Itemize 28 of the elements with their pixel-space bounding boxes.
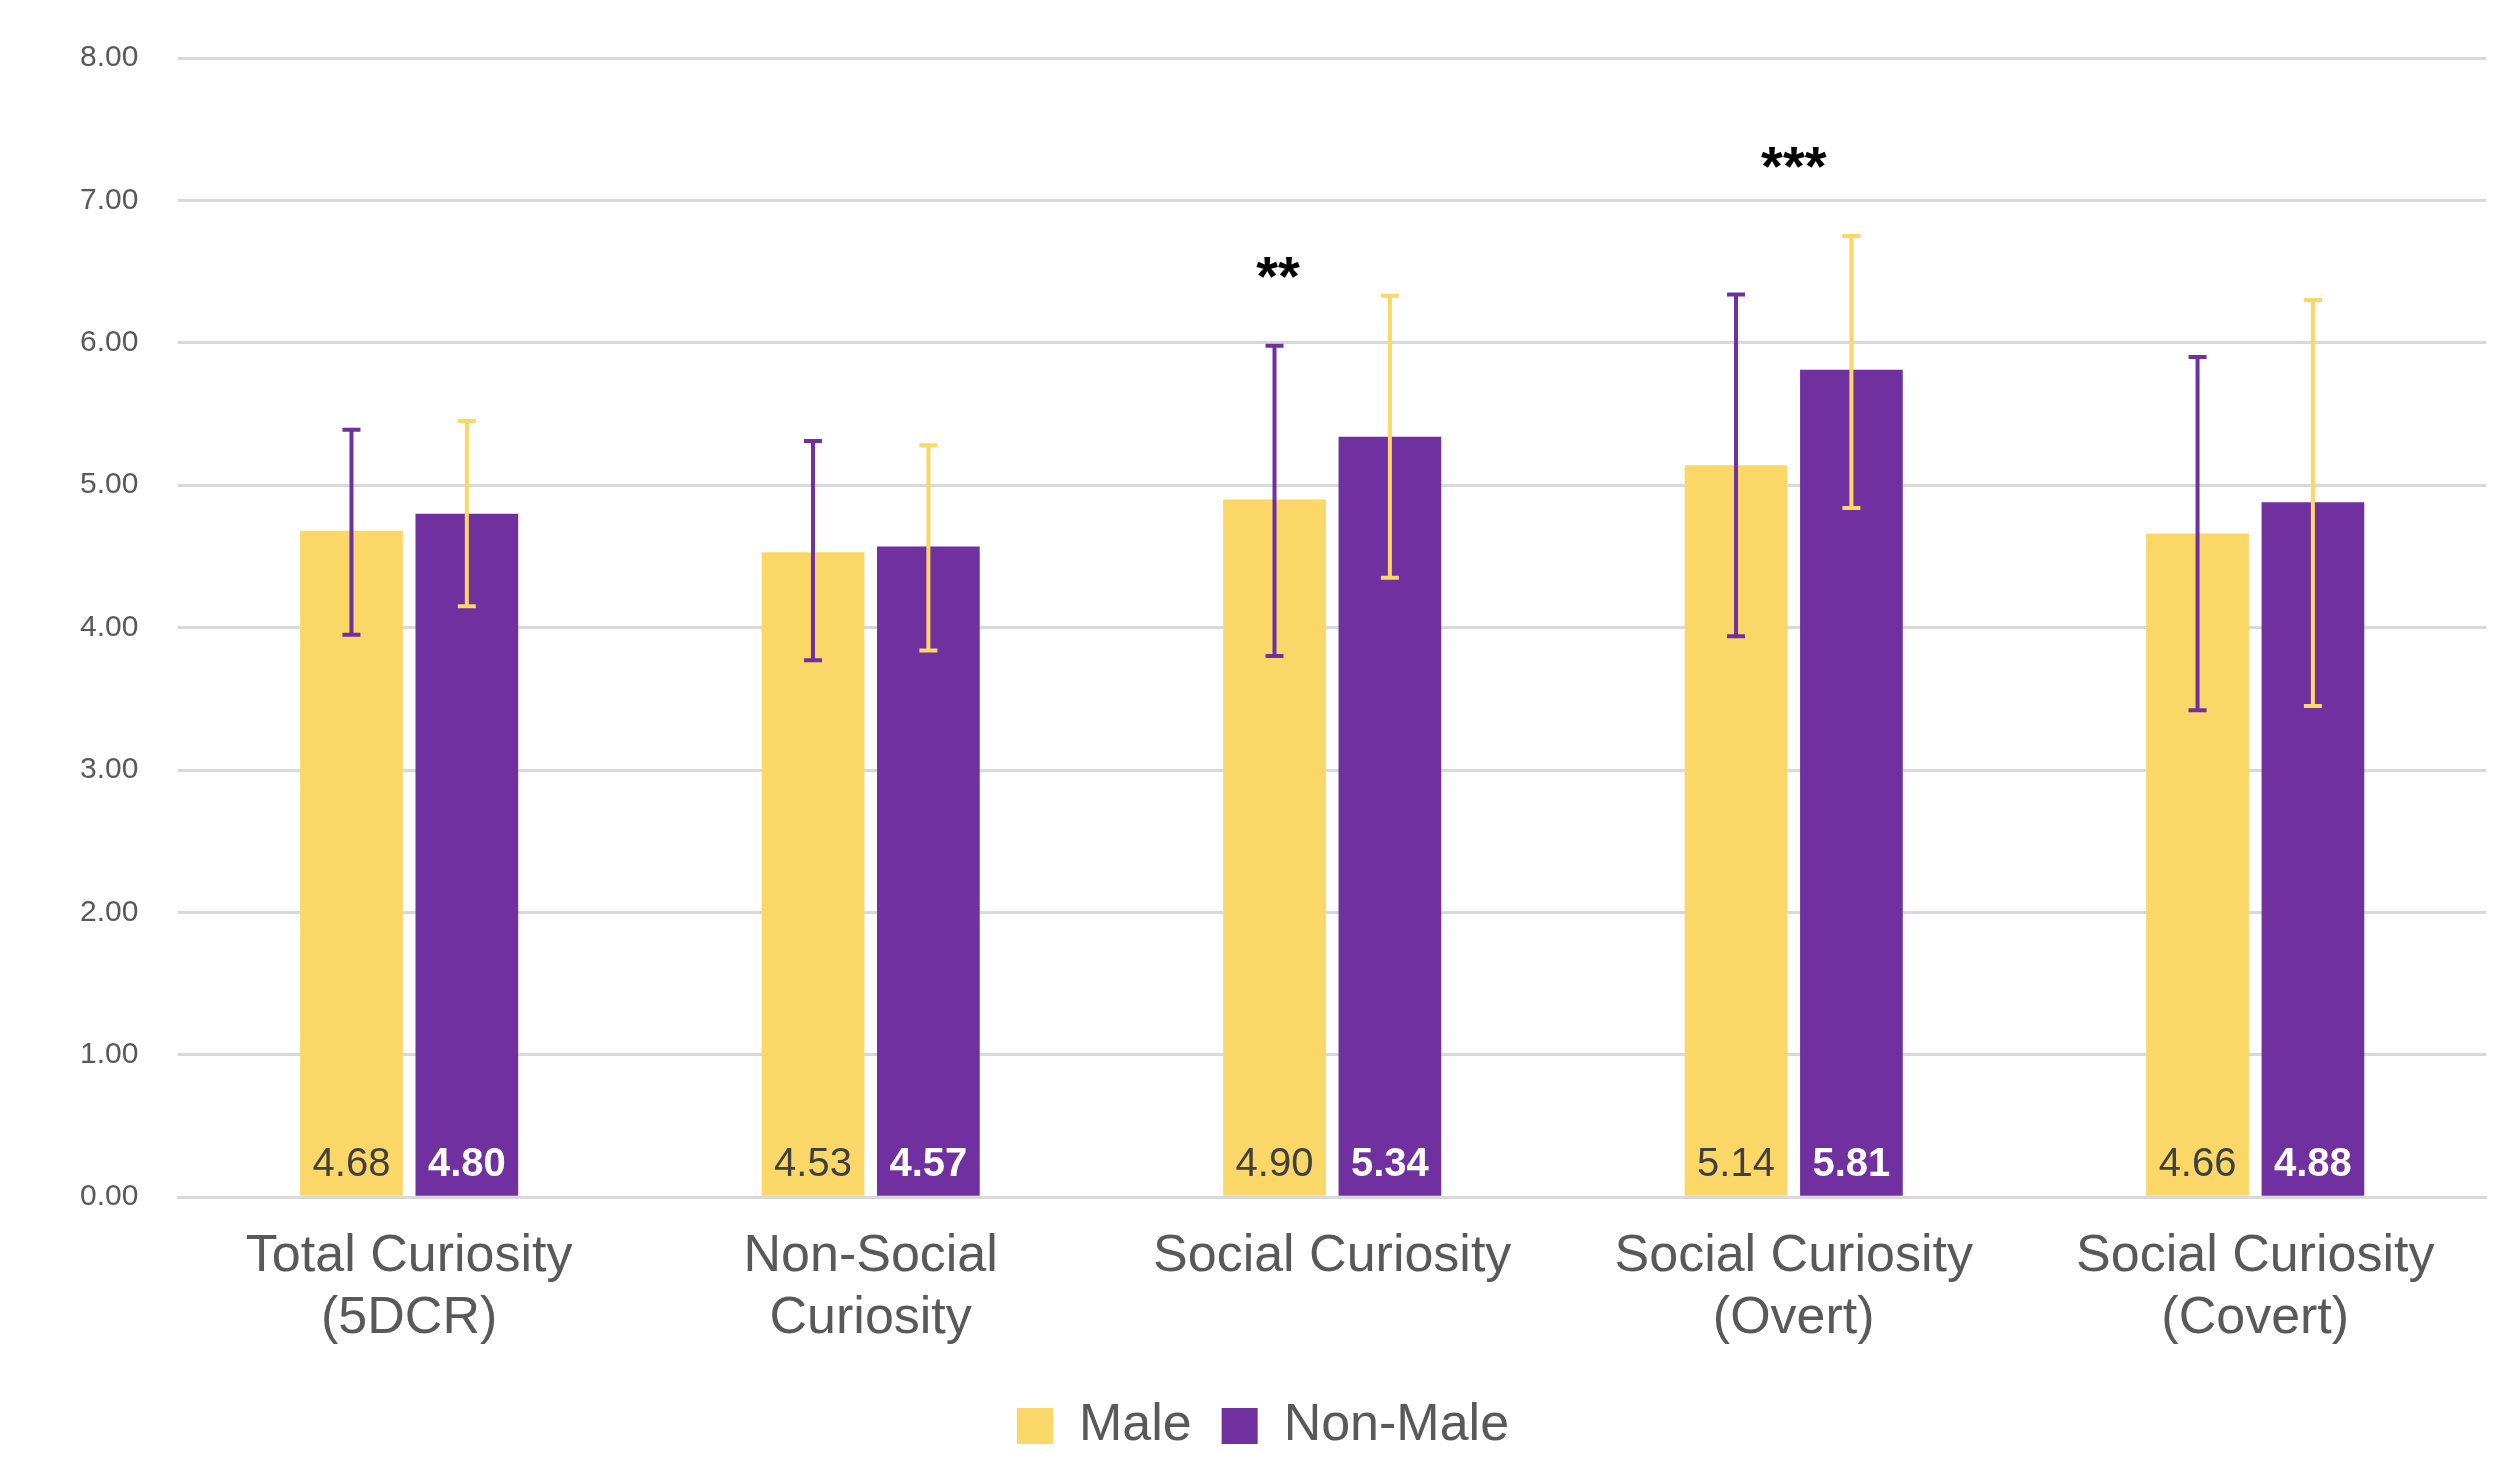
y-tick-label: 2.00 (80, 893, 139, 927)
data-label: 4.68 (312, 1140, 391, 1185)
data-label: 4.53 (774, 1140, 852, 1185)
annotation: *** (1761, 133, 1827, 197)
y-tick-label: 8.00 (80, 39, 139, 73)
x-tick-label: Non-Social Curiosity (743, 1223, 998, 1345)
y-tick-label: 3.00 (80, 751, 139, 785)
y-tick-label: 0.00 (80, 1178, 139, 1212)
annotation: ** (1256, 244, 1300, 308)
legend-label: Male (1078, 1393, 1192, 1452)
y-tick-label: 4.00 (80, 608, 139, 642)
data-label: 5.34 (1350, 1140, 1430, 1185)
legend-label: Non-Male (1283, 1393, 1510, 1452)
y-tick-label: 1.00 (80, 1036, 139, 1070)
x-tick-label: Social Curiosity (Covert) (2076, 1223, 2435, 1345)
x-tick-label: Social Curiosity (Overt) (1614, 1223, 1973, 1345)
data-label: 4.88 (2274, 1140, 2352, 1185)
y-tick-label: 5.00 (80, 466, 139, 500)
y-tick-label: 7.00 (80, 181, 139, 215)
data-label: 5.81 (1812, 1140, 1891, 1185)
y-tick-label: 6.00 (80, 324, 139, 358)
data-label: 5.14 (1697, 1140, 1775, 1185)
data-label: 4.90 (1235, 1140, 1314, 1185)
data-label: 4.57 (889, 1140, 968, 1185)
x-tick-label: Social Curiosity (1153, 1223, 1512, 1282)
data-label: 4.66 (2158, 1140, 2237, 1185)
x-tick-label: Total Curiosity (5DCR) (245, 1223, 573, 1345)
data-label: 4.80 (427, 1140, 506, 1185)
